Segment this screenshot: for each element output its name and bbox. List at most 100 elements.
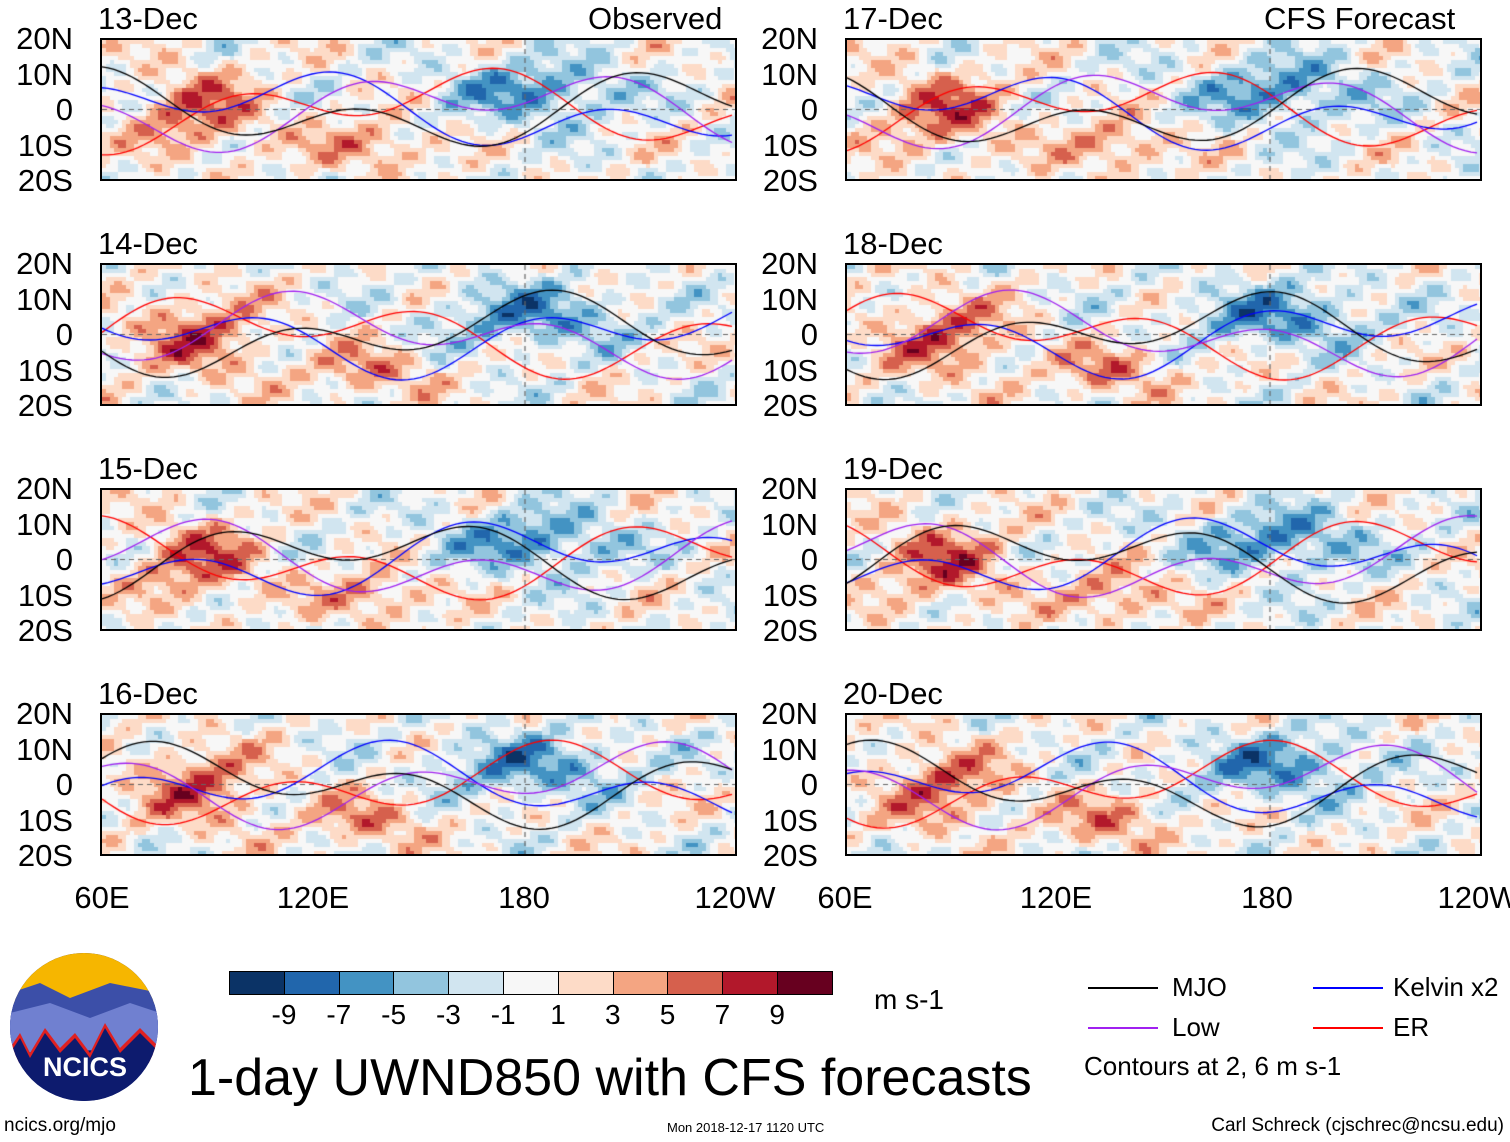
footer-timestamp: Mon 2018-12-17 1120 UTC <box>667 1120 825 1135</box>
colorbar-bin <box>557 971 614 995</box>
lat-tick: 10N <box>16 506 73 542</box>
lon-tick-right-0: 60E <box>817 880 873 915</box>
wind-field <box>102 715 735 854</box>
panel-date-4: 17-Dec <box>843 1 943 36</box>
lat-tick: 10N <box>16 731 73 767</box>
lon-tick-right-2: 180 <box>1241 880 1293 915</box>
colorbar-bin <box>229 971 285 995</box>
legend-line-kelvin <box>1313 987 1383 989</box>
lat-tick: 10N <box>16 56 73 92</box>
colorbar-bin <box>448 971 504 995</box>
svg-text:NCICS: NCICS <box>43 1052 127 1082</box>
footer-url[interactable]: ncics.org/mjo <box>4 1115 116 1136</box>
wind-field <box>847 715 1480 854</box>
lat-tick: 20S <box>762 613 818 648</box>
lat-tick: 20S <box>17 613 73 648</box>
colorbar-bin <box>338 971 395 995</box>
lat-tick: 0 <box>800 317 818 352</box>
lat-tick: 10S <box>762 127 818 163</box>
wind-field <box>847 490 1480 629</box>
panel-date-7: 20-Dec <box>843 676 943 711</box>
colorbar-label: -1 <box>490 999 516 1030</box>
lat-tick: 0 <box>800 767 818 802</box>
lon-tick-right-3: 120W <box>1437 880 1510 915</box>
lat-tick: 0 <box>55 317 73 352</box>
map-panel-16-Dec <box>100 713 737 856</box>
lat-tick: 20N <box>16 471 73 506</box>
map-panel-18-Dec <box>845 263 1482 406</box>
lat-tick: 20N <box>16 21 73 56</box>
map-panel-15-Dec <box>100 488 737 631</box>
wind-field <box>102 490 735 629</box>
lat-tick: 10S <box>762 802 818 838</box>
chart-title: 1-day UWND850 with CFS forecasts <box>188 1049 1032 1107</box>
units-label: m s-1 <box>874 984 944 1015</box>
legend-line-er <box>1313 1027 1383 1029</box>
lat-tick: 10N <box>16 281 73 317</box>
lon-tick-left-3: 120W <box>694 880 776 915</box>
lat-tick: 10S <box>17 127 73 163</box>
map-panel-17-Dec <box>845 38 1482 181</box>
colorbar-label: -5 <box>381 999 407 1030</box>
panel-date-0: 13-Dec <box>98 1 198 36</box>
lat-tick: 20N <box>761 246 818 281</box>
wind-field <box>102 40 735 179</box>
lat-tick: 0 <box>800 92 818 127</box>
colorbar-label: 1 <box>550 999 566 1030</box>
colorbar-label: 9 <box>769 999 785 1030</box>
lat-tick: 10N <box>761 506 818 542</box>
lat-tick: 20S <box>762 838 818 873</box>
lat-tick: 20S <box>762 163 818 198</box>
colorbar-bin <box>667 971 724 995</box>
panel-date-3: 16-Dec <box>98 676 198 711</box>
lat-tick: 20N <box>16 696 73 731</box>
lon-tick-left-1: 120E <box>276 880 350 915</box>
map-panel-13-Dec <box>100 38 737 181</box>
lat-tick: 0 <box>55 92 73 127</box>
panel-date-1: 14-Dec <box>98 226 198 261</box>
lon-tick-left-2: 180 <box>498 880 550 915</box>
lat-tick: 10N <box>761 731 818 767</box>
lat-tick: 10N <box>761 56 818 92</box>
colorbar-bin <box>777 971 833 995</box>
lat-tick: 10S <box>17 352 73 388</box>
panel-date-5: 18-Dec <box>843 226 943 261</box>
lat-tick: 10S <box>762 352 818 388</box>
lat-tick: 20N <box>761 696 818 731</box>
colorbar-label: 3 <box>605 999 621 1030</box>
lat-tick: 20N <box>761 21 818 56</box>
panel-date-2: 15-Dec <box>98 451 198 486</box>
wind-field <box>847 265 1480 404</box>
map-panel-20-Dec <box>845 713 1482 856</box>
lat-tick: 10S <box>762 577 818 613</box>
lat-tick: 20S <box>17 163 73 198</box>
lat-tick: 20S <box>762 388 818 423</box>
colorbar-label: 5 <box>659 999 676 1030</box>
wind-field <box>847 40 1480 179</box>
lat-tick: 10S <box>17 802 73 838</box>
legend-mjo: MJO <box>1172 972 1227 1002</box>
panel-date-6: 19-Dec <box>843 451 943 486</box>
lat-tick: 10S <box>17 577 73 613</box>
lon-tick-left-0: 60E <box>74 880 130 915</box>
lat-tick: 0 <box>800 542 818 577</box>
colorbar-bin <box>612 971 669 995</box>
footer-credit: Carl Schreck (cjschrec@ncsu.edu) <box>1211 1115 1504 1136</box>
colorbar-bin <box>503 971 559 995</box>
contour-note: Contours at 2, 6 m s-1 <box>1084 1051 1342 1081</box>
map-panel-19-Dec <box>845 488 1482 631</box>
lat-tick: 20S <box>17 388 73 423</box>
legend-line-mjo <box>1088 987 1158 989</box>
colorbar-label: -3 <box>435 999 461 1030</box>
observed-label: Observed <box>588 1 723 36</box>
legend-low: Low <box>1172 1012 1220 1042</box>
colorbar-bin <box>722 971 778 995</box>
lat-tick: 20S <box>17 838 73 873</box>
legend-kelvin: Kelvin x2 <box>1393 972 1499 1002</box>
colorbar-label: 7 <box>714 999 731 1030</box>
colorbar-bin <box>393 971 450 995</box>
lon-tick-right-1: 120E <box>1019 880 1093 915</box>
ncics-logo: NCICS <box>10 953 158 1101</box>
legend-er: ER <box>1393 1012 1430 1042</box>
